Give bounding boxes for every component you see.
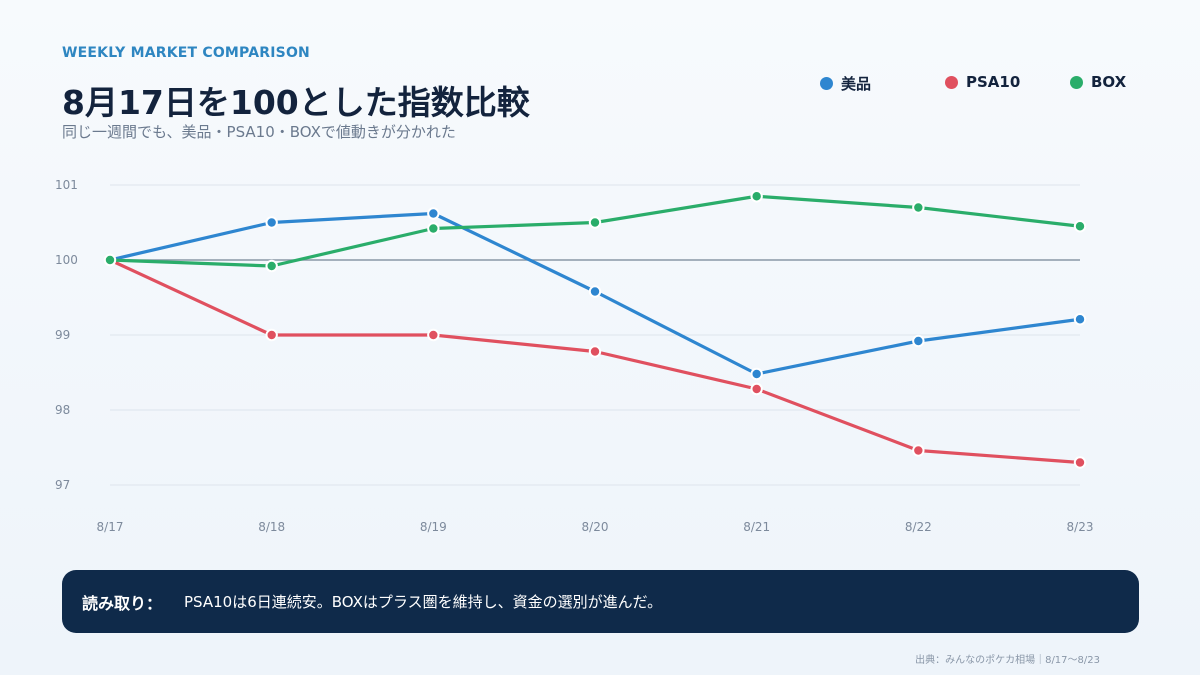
data-point-2 (912, 201, 925, 214)
x-tick-label: 8/22 (905, 520, 932, 534)
data-point-1 (588, 345, 602, 358)
legend-item-box: BOX (1070, 73, 1126, 91)
data-point-0 (265, 216, 278, 229)
data-point-1 (265, 328, 278, 342)
data-point-1 (912, 444, 925, 457)
line-chart: 101 100 99 98 97 8/17 8/18 8/19 8/20 8/21 8/22 8/23 (55, 178, 1094, 534)
legend-label-box: BOX (1091, 73, 1127, 91)
y-tick-label: 97 (55, 478, 70, 492)
data-point-0 (1073, 313, 1087, 326)
chart-subtitle: 同じ一週間でも、美品・PSA10・BOXで値動きが分かれた (62, 123, 456, 141)
y-tick-label: 101 (55, 178, 78, 192)
legend-marker-psa10 (945, 75, 958, 89)
takeaway-callout: 読み取り： PSA10は6日連続安。BOXはプラス圏を維持し、資金の選別が進んだ… (62, 570, 1139, 633)
data-point-2 (750, 190, 763, 203)
data-point-2 (1073, 220, 1087, 233)
data-point-2 (427, 222, 440, 235)
data-point-0 (750, 367, 763, 381)
chart-legend: 美品 PSA10 BOX (0, 73, 1200, 95)
legend-item-psa10: PSA10 (945, 73, 1020, 91)
takeaway-text: PSA10は6日連続安。BOXはプラス圏を維持し、資金の選別が進んだ。 (184, 593, 663, 611)
x-tick-label: 8/21 (743, 520, 770, 534)
data-point-1 (1073, 456, 1087, 469)
source-note: 出典：みんなのポケカ相場｜8/17〜8/23 (915, 655, 1100, 666)
data-point-0 (588, 285, 602, 298)
legend-label-bihin: 美品 (841, 75, 872, 93)
x-tick-label: 8/17 (97, 520, 124, 534)
x-tick-label: 8/23 (1067, 520, 1094, 534)
legend-marker-box (1070, 75, 1083, 89)
data-point-0 (427, 207, 440, 220)
data-point-1 (750, 382, 763, 396)
y-tick-label: 100 (55, 253, 78, 267)
legend-label-psa10: PSA10 (966, 73, 1021, 91)
x-tick-label: 8/18 (258, 520, 285, 534)
data-point-2 (265, 259, 278, 273)
takeaway-label: 読み取り： (82, 593, 163, 613)
x-tick-label: 8/19 (420, 520, 447, 534)
data-point-0 (912, 334, 925, 348)
data-point-2 (103, 253, 117, 267)
data-point-2 (588, 216, 602, 229)
chart-title: 8月17日を100とした指数比較 (62, 83, 530, 122)
chart-kicker: WEEKLY MARKET COMPARISON (62, 45, 310, 61)
legend-item-bihin: 美品 (820, 73, 871, 94)
series-line-2 (108, 194, 1082, 268)
y-tick-label: 98 (55, 403, 70, 417)
legend-marker-bihin (820, 77, 833, 90)
x-tick-label: 8/20 (582, 520, 609, 534)
data-point-1 (427, 328, 440, 342)
y-tick-label: 99 (55, 328, 70, 342)
